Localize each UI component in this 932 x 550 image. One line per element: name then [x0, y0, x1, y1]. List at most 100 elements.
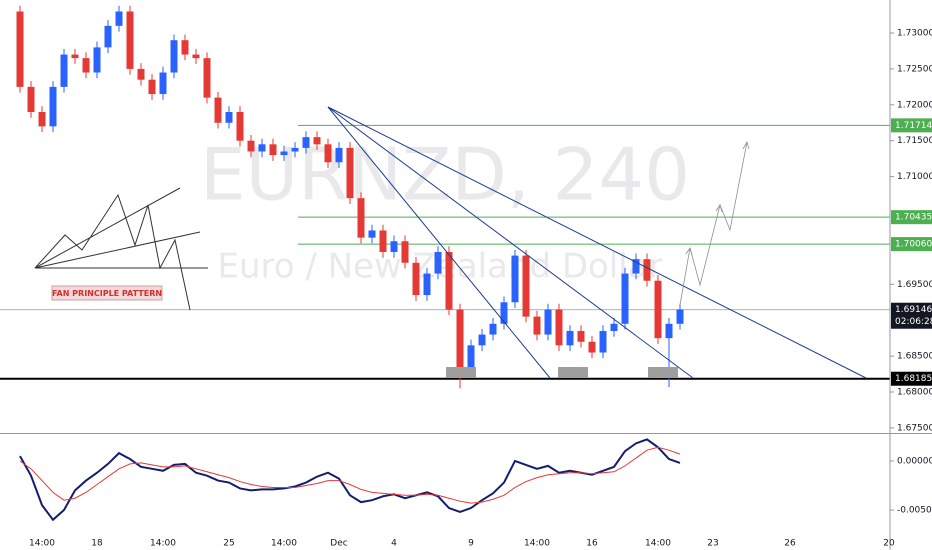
y-tick-label: 1.69500 — [897, 280, 932, 290]
last-price-label: 1.69146 — [895, 305, 932, 315]
inset-line — [34, 231, 201, 269]
candle-body — [522, 255, 530, 317]
level-label: 1.70435 — [895, 213, 932, 223]
candle-body — [445, 252, 453, 310]
x-tick-label: 18 — [91, 539, 103, 549]
candle-body — [500, 302, 508, 324]
candle-body — [621, 273, 629, 324]
fan-line — [327, 106, 551, 379]
x-tick-label: 14:00 — [271, 539, 297, 549]
x-tick-label: 25 — [223, 539, 234, 549]
candle-body — [302, 137, 310, 148]
level-label-box — [891, 371, 932, 386]
y-tick-label: 1.72500 — [897, 64, 932, 74]
candle-body — [126, 11, 134, 69]
x-tick-label: 26 — [784, 539, 796, 549]
candle-body — [346, 147, 354, 199]
y-tick-label: 1.68000 — [897, 388, 932, 398]
candle-body — [632, 259, 640, 274]
candle-body — [49, 86, 57, 127]
candle-body — [588, 341, 596, 353]
x-tick-label: 14:00 — [29, 539, 55, 549]
y-tick-label: 1.71000 — [897, 172, 932, 182]
inset-zigzag — [34, 193, 191, 311]
y-tick-label: 1.73000 — [897, 29, 932, 39]
plot — [0, 5, 890, 522]
candle-body — [82, 58, 90, 73]
fan-line — [327, 106, 694, 379]
candle-body — [434, 252, 442, 274]
candle-body — [456, 309, 464, 371]
x-tick-label: 14:00 — [524, 539, 550, 549]
projection-path — [679, 141, 748, 306]
candle-body — [214, 97, 222, 123]
level-label: 1.71714 — [895, 121, 932, 131]
candle-body — [247, 140, 255, 152]
candle-body — [610, 323, 618, 331]
candle-body — [258, 144, 266, 152]
y-tick-label: 0.00000 — [897, 456, 932, 466]
oscillator-line — [19, 438, 681, 522]
candle-body — [665, 323, 673, 339]
countdown: 02:06:28 — [895, 317, 932, 327]
candle-body — [225, 112, 233, 123]
candle-body — [280, 151, 288, 156]
candle-body — [335, 147, 343, 163]
candle-body — [269, 144, 277, 156]
last-price-box — [891, 302, 932, 329]
candle-body — [71, 54, 79, 59]
candle-body — [16, 11, 24, 87]
x-tick-label: 20 — [883, 539, 895, 549]
fan-line — [327, 106, 867, 379]
y-tick-label: 1.67500 — [897, 423, 932, 433]
candle-body — [60, 54, 68, 87]
candle-body — [577, 330, 585, 342]
x-tick-label: 9 — [468, 539, 474, 549]
candle-body — [566, 330, 574, 346]
candle-body — [511, 255, 519, 303]
zone-box — [446, 367, 476, 378]
drawings: FAN PRINCIPLE PATTERN — [34, 106, 867, 379]
candle-body — [291, 147, 299, 152]
candle-body — [93, 47, 101, 73]
x-tick-label: 14:00 — [150, 539, 176, 549]
candle-body — [478, 334, 486, 346]
candle-body — [38, 112, 46, 127]
axis-labels: 1.67500 1.68000 1.68500 1.69500 1.71000 1.715… — [29, 29, 932, 549]
level-label: 1.70060 — [895, 240, 932, 250]
x-tick-label: 16 — [586, 539, 598, 549]
candle-body — [192, 54, 200, 59]
x-tick-label: Dec — [330, 539, 347, 549]
candle-body — [390, 241, 398, 253]
watermark-title: EURNZD, 240 — [200, 133, 690, 217]
inset-line — [34, 187, 181, 269]
candle-body — [676, 309, 684, 324]
level-label-box — [891, 210, 932, 225]
candle-body — [104, 25, 112, 48]
level-label: 1.68185 — [895, 374, 932, 384]
candle-body — [313, 137, 321, 145]
zone-box — [558, 367, 588, 378]
y-tick-label: 1.72000 — [897, 100, 932, 110]
oscillator-line — [19, 446, 681, 504]
y-tick-label: -0.00500 — [897, 506, 932, 516]
candle-body — [148, 79, 156, 95]
x-tick-label: 23 — [707, 539, 718, 549]
candle-body — [654, 280, 662, 339]
candle-body — [137, 68, 145, 80]
candle-body — [324, 144, 332, 163]
candle-body — [357, 198, 365, 238]
candle-body — [401, 241, 409, 263]
y-tick-label: 1.68500 — [897, 352, 932, 362]
candle-body — [599, 330, 607, 353]
candle-body — [115, 11, 123, 26]
candle-body — [170, 40, 178, 73]
candle-body — [412, 262, 420, 296]
candle-body — [533, 316, 541, 335]
arrow-head — [685, 140, 750, 256]
candle-body — [159, 72, 167, 95]
candle-body — [181, 40, 189, 55]
candle-body — [555, 309, 563, 346]
candle-body — [544, 309, 552, 335]
x-tick-label: 4 — [391, 539, 397, 549]
